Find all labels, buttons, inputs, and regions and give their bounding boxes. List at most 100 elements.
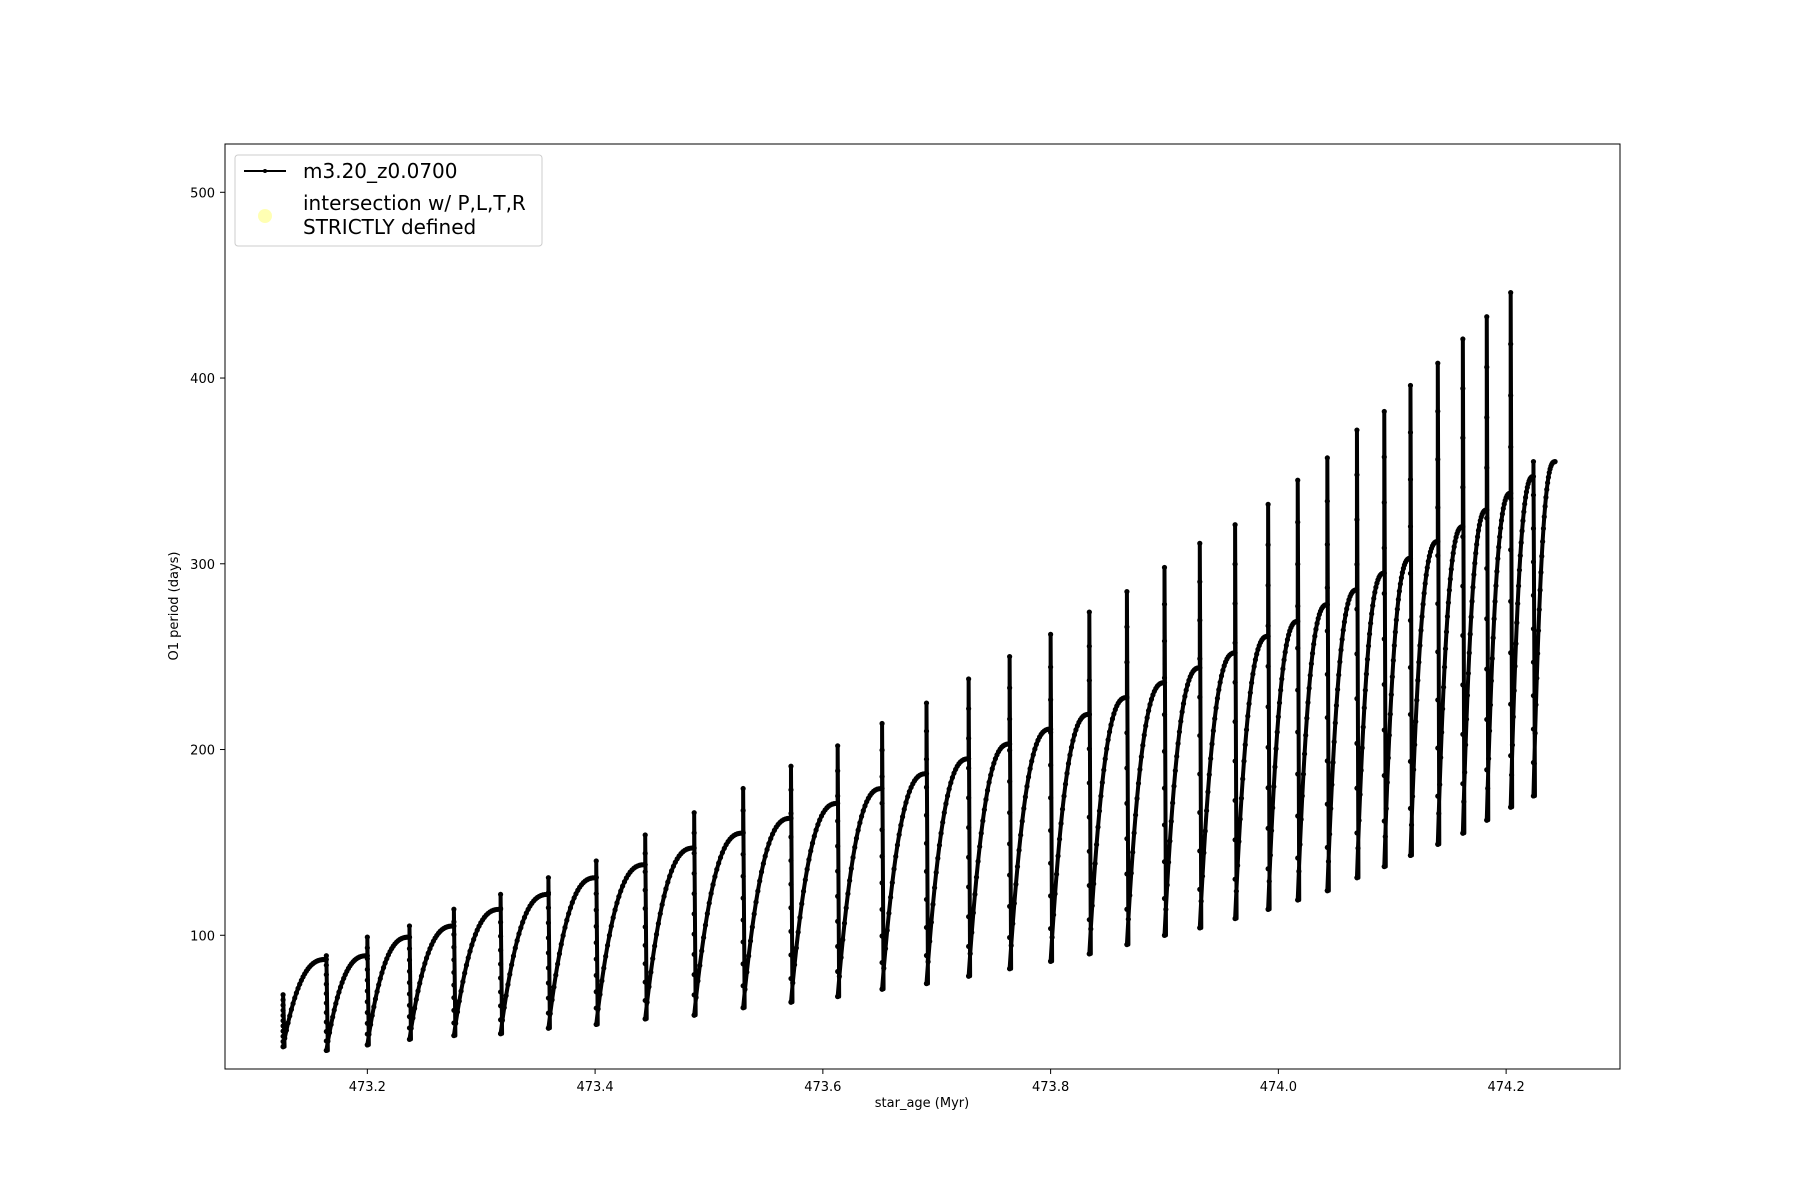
data-point <box>571 895 577 901</box>
data-point <box>1484 314 1490 320</box>
data-point <box>406 980 413 986</box>
data-point <box>1354 587 1360 593</box>
data-point <box>1420 601 1426 607</box>
data-point <box>843 905 849 911</box>
data-point <box>840 937 846 943</box>
data-point <box>766 841 772 847</box>
data-point <box>655 920 661 927</box>
data-point <box>1435 697 1441 703</box>
data-point <box>1332 720 1338 726</box>
data-point <box>879 906 885 913</box>
data-point <box>545 920 552 926</box>
data-point <box>642 869 648 875</box>
data-point <box>603 953 609 959</box>
data-point <box>451 1032 457 1039</box>
data-point <box>667 873 673 879</box>
data-point <box>1447 576 1453 582</box>
data-point <box>1334 686 1341 693</box>
data-point <box>1508 392 1514 399</box>
data-point <box>369 1012 375 1019</box>
data-point <box>1124 906 1130 912</box>
data-point <box>795 929 801 935</box>
data-point <box>1530 592 1537 598</box>
data-point <box>1033 741 1040 747</box>
data-point <box>608 923 614 929</box>
data-point <box>1393 617 1399 623</box>
data-point <box>593 1005 599 1011</box>
data-point <box>702 922 709 928</box>
y-tick-label: 500 <box>190 186 215 201</box>
data-point <box>1381 499 1387 506</box>
data-point <box>1161 748 1168 754</box>
data-point <box>652 943 658 949</box>
data-point <box>1381 545 1387 551</box>
data-point <box>905 794 911 800</box>
data-point <box>497 919 504 925</box>
data-point <box>1460 781 1466 787</box>
data-point <box>1489 655 1495 662</box>
data-point <box>879 720 885 727</box>
data-point <box>1381 863 1387 870</box>
data-point <box>1470 584 1476 590</box>
data-point <box>989 766 995 772</box>
data-point <box>465 955 471 961</box>
data-point <box>1232 640 1238 646</box>
data-point <box>1008 942 1014 949</box>
data-point <box>1440 684 1447 690</box>
data-point <box>1161 712 1168 718</box>
data-point <box>545 890 552 896</box>
data-point <box>1007 741 1013 747</box>
data-point <box>451 982 457 988</box>
data-point <box>1197 925 1203 931</box>
data-point <box>1407 758 1414 765</box>
data-point <box>1254 651 1260 657</box>
data-point <box>1324 585 1330 591</box>
data-point <box>923 840 930 846</box>
data-point <box>1161 638 1168 644</box>
data-point <box>1385 755 1391 761</box>
data-point <box>1295 855 1301 861</box>
data-point <box>1167 838 1173 844</box>
data-point <box>1049 934 1055 940</box>
data-point <box>280 1002 286 1008</box>
y-tick-label: 200 <box>190 744 215 759</box>
data-point <box>1265 623 1271 629</box>
data-point <box>1387 711 1393 717</box>
data-point <box>751 911 757 917</box>
data-point <box>1210 728 1216 734</box>
data-point <box>323 953 329 959</box>
data-point <box>1086 814 1092 820</box>
data-point <box>593 858 599 864</box>
data-point <box>879 986 885 992</box>
data-point <box>1436 810 1442 817</box>
data-point <box>1068 744 1075 750</box>
data-point <box>1495 555 1501 562</box>
data-point <box>1417 642 1423 649</box>
data-point <box>364 966 370 973</box>
data-point <box>1381 636 1387 642</box>
data-point <box>1206 771 1212 778</box>
data-point <box>714 866 720 873</box>
data-point <box>1021 805 1027 812</box>
data-point <box>1197 579 1203 585</box>
data-point <box>1048 925 1054 932</box>
data-point <box>788 905 794 911</box>
data-point <box>280 1044 286 1050</box>
data-point <box>811 833 817 839</box>
data-point <box>1532 730 1538 736</box>
data-point <box>1144 715 1150 721</box>
data-point <box>1386 732 1392 738</box>
data-point <box>1007 903 1013 909</box>
data-point <box>1515 600 1521 607</box>
data-point <box>1381 772 1387 779</box>
data-point <box>642 1016 648 1022</box>
data-point <box>1498 517 1505 524</box>
data-point <box>323 1019 329 1025</box>
data-point <box>1281 657 1287 663</box>
data-point <box>1086 780 1092 786</box>
data-point <box>1419 614 1425 620</box>
data-point <box>1539 553 1545 559</box>
data-point <box>1473 550 1479 556</box>
data-point <box>1460 534 1466 540</box>
